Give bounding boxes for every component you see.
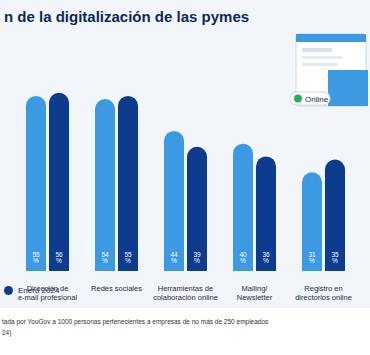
svg-text:39%: 39%: [193, 251, 201, 265]
svg-text:40%: 40%: [239, 251, 247, 265]
svg-text:Registro endirectorios online: Registro endirectorios online: [295, 284, 352, 302]
svg-text:54%: 54%: [101, 251, 109, 265]
svg-text:36%: 36%: [262, 251, 270, 265]
svg-text:35%: 35%: [331, 251, 339, 265]
svg-text:Online: Online: [305, 95, 329, 104]
svg-text:55%: 55%: [32, 251, 40, 265]
svg-text:Mailing/Newsletter: Mailing/Newsletter: [237, 284, 273, 302]
svg-text:55%: 55%: [124, 251, 132, 265]
svg-text:Dirección dee-mail profesional: Dirección dee-mail profesional: [18, 284, 78, 302]
svg-text:44%: 44%: [170, 251, 178, 265]
svg-text:31%: 31%: [308, 251, 316, 265]
svg-text:56%: 56%: [55, 251, 63, 265]
svg-text:Redes sociales: Redes sociales: [91, 284, 142, 293]
svg-text:Herramientas decolaboración on: Herramientas decolaboración online: [153, 284, 218, 302]
